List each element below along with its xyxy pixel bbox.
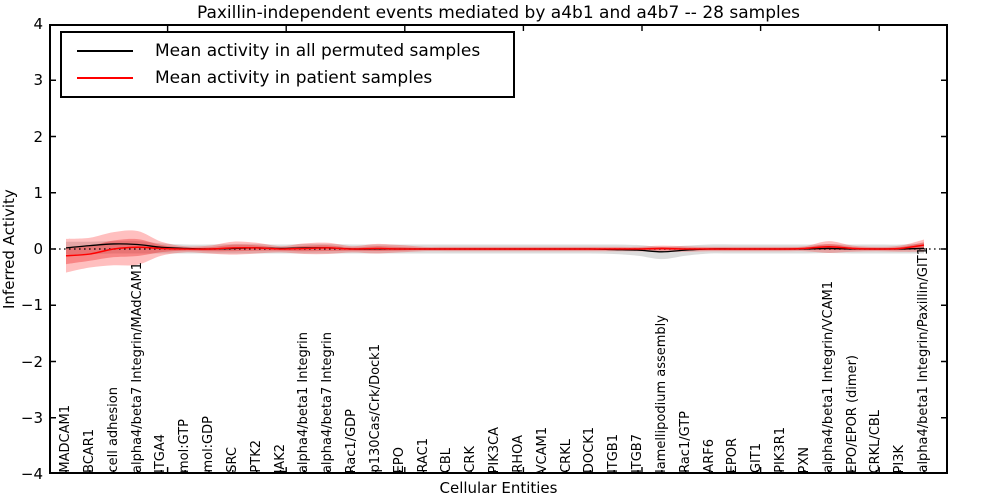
y-tick-label: −3: [20, 408, 43, 427]
x-tick-label: MADCAM1: [58, 405, 73, 473]
x-tick-label: PXN: [796, 446, 812, 473]
x-tick-label: EPO: [391, 446, 407, 473]
x-tick-label: lamellipodium assembly: [653, 315, 669, 473]
x-tick-label: CRK: [463, 446, 479, 473]
y-tick-label: −1: [20, 296, 43, 315]
y-tick-label: −2: [20, 352, 43, 371]
x-tick-label: ARF6: [701, 439, 717, 473]
legend-item-patient: Mean activity in patient samples: [62, 68, 513, 88]
x-tick-label: BCAR1: [81, 429, 97, 473]
x-tick-label: GIT1: [749, 442, 765, 473]
y-tick-label: 4: [33, 15, 43, 33]
x-tick-label: CRKL: [558, 439, 574, 473]
permuted-samples-std-band: [66, 240, 924, 260]
permuted-line-sample: [77, 49, 133, 52]
x-tick-label: DOCK1: [582, 426, 598, 473]
x-tick-label: Rac1/GDP: [344, 408, 359, 473]
x-axis-label: Cellular Entities: [439, 479, 558, 497]
x-tick-label: VCAM1: [534, 426, 550, 473]
y-tick-label: 0: [33, 240, 43, 258]
x-tick-label: alpha4/beta1 Integrin/VCAM1: [820, 281, 836, 473]
x-tick-label: PTK2: [248, 440, 264, 473]
x-tick-label: SRC: [224, 447, 240, 473]
y-tick-label: −4: [20, 465, 43, 483]
page-title: Paxillin-independent events mediated by …: [196, 3, 801, 23]
legend-item-permuted: Mean activity in all permuted samples: [62, 41, 513, 61]
legend-item-label: Mean activity in patient samples: [155, 68, 433, 89]
x-tick-label: PIK3R1: [773, 427, 788, 473]
x-tick-label: mol:GDP: [201, 416, 216, 473]
x-tick-label: alpha4/beta1 Integrin: [296, 331, 312, 473]
x-tick-label: Rac1/GTP: [677, 411, 693, 473]
x-tick-label: CRKL/CBL: [868, 409, 884, 474]
patient-mean-line: [65, 244, 925, 257]
x-tick-label: ITGB7: [630, 433, 645, 473]
x-tick-label: mol:GTP: [177, 419, 193, 473]
x-tick-label: PIK3CA: [487, 426, 502, 473]
legend-item-label: Mean activity in all permuted samples: [155, 40, 481, 61]
y-tick-label: 2: [33, 127, 43, 146]
patient-line-sample: [77, 77, 133, 80]
x-tick-label: EPOR: [725, 437, 741, 473]
y-tick-label: 1: [33, 183, 43, 202]
x-tick-label: p130Cas/Crk/Dock1: [367, 344, 383, 473]
x-tick-label: alpha4/beta1 Integrin/Paxillin/GIT1: [916, 247, 931, 473]
x-tick-label: alpha4/beta7 Integrin: [320, 331, 336, 473]
x-tick-label: CBL: [439, 447, 455, 473]
x-tick-label: ITGB1: [606, 433, 622, 473]
x-tick-label: PI3K: [892, 444, 908, 473]
x-tick-label: ITGA4: [153, 433, 169, 473]
x-tick-label: EPO/EPOR (dimer): [844, 354, 860, 473]
y-tick-label: 3: [33, 71, 43, 90]
x-tick-label: cell adhesion: [105, 387, 121, 473]
x-tick-label: RHOA: [510, 435, 526, 473]
patient-samples-std-band: [66, 230, 924, 273]
legend: Mean activity in all permuted samples Me…: [60, 31, 515, 98]
x-tick-label: alpha4/beta7 Integrin/MAdCAM1: [129, 262, 145, 473]
x-tick-label: JAK2: [272, 443, 288, 473]
x-tick-label: RAC1: [415, 438, 431, 473]
